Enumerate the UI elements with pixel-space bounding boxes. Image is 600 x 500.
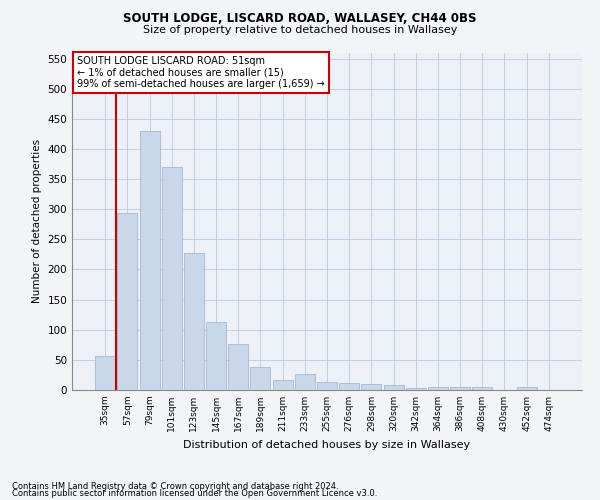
Bar [472,387,492,390]
X-axis label: Distribution of detached houses by size in Wallasey: Distribution of detached houses by size … [184,440,470,450]
Bar [206,322,226,390]
Bar [228,344,248,390]
Bar [250,367,271,390]
Bar [406,388,426,390]
Bar [383,385,404,390]
Text: SOUTH LODGE LISCARD ROAD: 51sqm
← 1% of detached houses are smaller (15)
99% of : SOUTH LODGE LISCARD ROAD: 51sqm ← 1% of … [77,56,325,89]
Bar [118,214,137,390]
Bar [272,380,293,390]
Bar [95,356,115,390]
Text: Contains HM Land Registry data © Crown copyright and database right 2024.: Contains HM Land Registry data © Crown c… [12,482,338,491]
Bar [339,384,359,390]
Bar [361,384,382,390]
Bar [450,387,470,390]
Bar [317,382,337,390]
Text: Contains public sector information licensed under the Open Government Licence v3: Contains public sector information licen… [12,489,377,498]
Text: Size of property relative to detached houses in Wallasey: Size of property relative to detached ho… [143,25,457,35]
Text: SOUTH LODGE, LISCARD ROAD, WALLASEY, CH44 0BS: SOUTH LODGE, LISCARD ROAD, WALLASEY, CH4… [123,12,477,26]
Y-axis label: Number of detached properties: Number of detached properties [32,139,42,304]
Bar [162,167,182,390]
Bar [140,131,160,390]
Bar [184,253,204,390]
Bar [517,387,536,390]
Bar [428,387,448,390]
Bar [295,374,315,390]
